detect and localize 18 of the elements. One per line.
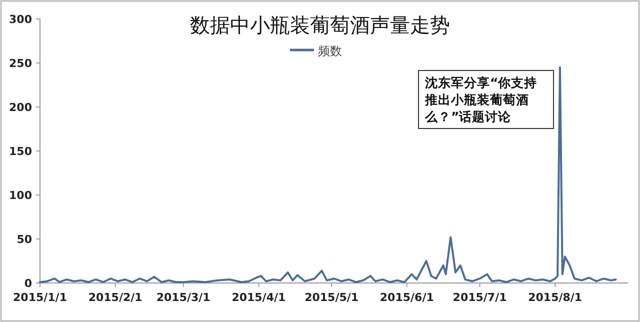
y-tick-label: 250 [9,57,32,70]
y-tick-label: 50 [16,233,32,246]
x-tick-label: 2015/1/1 [13,291,67,304]
x-tick-label: 2015/2/1 [88,291,142,304]
annotation: 沈东军分享“你支持推出小瓶装葡萄酒么？”话题讨论 [418,70,554,129]
x-tick-label: 2015/6/1 [380,291,434,304]
x-tick-label: 2015/4/1 [232,291,286,304]
legend-label: 频数 [318,44,342,58]
x-tick-label: 2015/8/1 [528,291,582,304]
y-tick-label: 300 [9,13,32,26]
x-tick-label: 2015/3/1 [156,291,210,304]
y-tick-label: 200 [9,101,32,114]
x-tick-label: 2015/7/1 [452,291,507,304]
title: 数据中小瓶装葡萄酒声量走势 [190,13,450,37]
x-tick-label: 2015/5/1 [304,291,359,304]
y-tick-label: 150 [9,145,32,158]
y-tick-label: 100 [9,189,32,202]
y-tick-label: 0 [24,277,32,290]
